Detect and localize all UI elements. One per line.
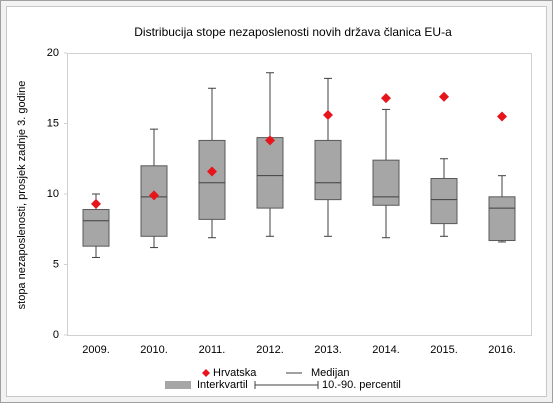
plot-area <box>67 53 532 336</box>
iqr-box <box>488 196 516 242</box>
point <box>91 198 101 209</box>
legend-label: 10.-90. percentil <box>322 379 401 391</box>
legend-label: Medijan <box>311 367 350 379</box>
point <box>149 190 159 201</box>
y-axis-label: stopa nezaposlenosti, prosjek zadnje 3. … <box>16 81 28 310</box>
y-tick-label: 15 <box>47 117 59 129</box>
y-tick-label: 5 <box>53 258 59 270</box>
iqr-box <box>198 139 226 220</box>
iqr-box <box>256 137 284 209</box>
y-tick-label: 0 <box>53 329 59 341</box>
x-tick-label: 2010. <box>140 344 168 356</box>
legend-marker <box>202 369 210 377</box>
y-tick-label: 20 <box>47 47 59 59</box>
legend-label: Interkvartil <box>197 379 248 391</box>
point <box>323 110 333 121</box>
x-tick-label: 2015. <box>430 344 458 356</box>
y-tick-label: 10 <box>47 188 59 200</box>
legend-marker <box>165 381 191 389</box>
point <box>439 91 449 102</box>
legend-label: Hrvatska <box>213 367 257 379</box>
iqr-box <box>82 209 110 247</box>
iqr-box <box>372 159 400 206</box>
iqr-box <box>140 165 168 237</box>
point <box>497 111 507 122</box>
point <box>207 166 217 177</box>
iqr-box <box>430 177 458 225</box>
point <box>381 93 391 104</box>
chart-title: Distribucija stope nezaposlenosti novih … <box>134 25 452 39</box>
x-tick-label: 2011. <box>199 344 226 356</box>
x-tick-label: 2012. <box>256 344 284 356</box>
x-tick-label: 2009. <box>82 344 110 356</box>
x-tick-label: 2014. <box>372 344 400 356</box>
x-tick-label: 2013. <box>314 344 342 356</box>
iqr-box <box>314 139 342 201</box>
x-tick-label: 2016. <box>488 344 516 356</box>
point <box>265 135 275 146</box>
